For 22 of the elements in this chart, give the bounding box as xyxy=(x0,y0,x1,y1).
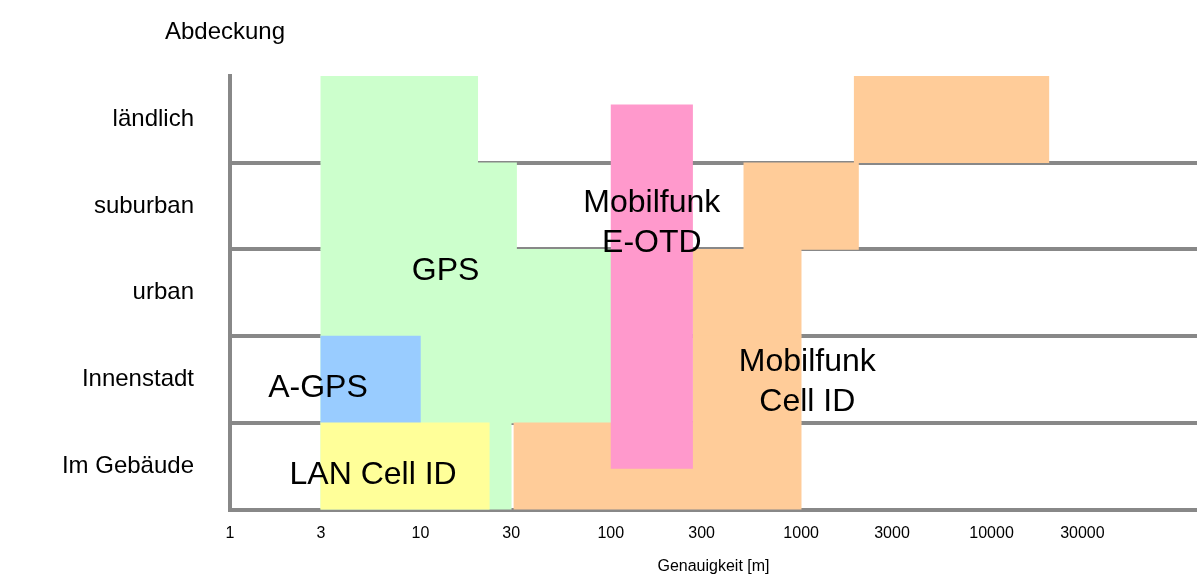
x-tick-label: 30 xyxy=(502,523,521,541)
y-tick-label: ländlich xyxy=(112,103,194,131)
x-tick-label: 1000 xyxy=(783,523,820,541)
y-tick-label: urban xyxy=(132,277,194,305)
annotation: GPS xyxy=(411,250,480,287)
x-tick-label: 1 xyxy=(225,523,235,541)
y-axis-title: Abdeckung xyxy=(164,16,286,44)
band-label: Mobilfunk E-OTD xyxy=(583,183,722,260)
annotation: Mobilfunk Cell ID xyxy=(738,341,877,418)
x-tick-label: 10000 xyxy=(969,523,1014,541)
y-tick-label: Innenstadt xyxy=(81,364,195,392)
x-tick-label: 10 xyxy=(411,523,430,541)
y-tick-label: suburban xyxy=(93,190,194,218)
x-tick-label: 3000 xyxy=(874,523,910,541)
annotation: A-GPS xyxy=(268,368,368,405)
x-tick-label: 300 xyxy=(688,523,716,541)
x-tick-label: 30000 xyxy=(1060,523,1105,541)
annotation: LAN Cell ID xyxy=(289,454,457,491)
y-tick-label: Im Gebäude xyxy=(61,450,194,478)
x-axis-title: Genauigkeit [m] xyxy=(657,556,770,574)
x-tick-label: 3 xyxy=(316,523,326,541)
x-tick-label: 100 xyxy=(597,523,625,541)
